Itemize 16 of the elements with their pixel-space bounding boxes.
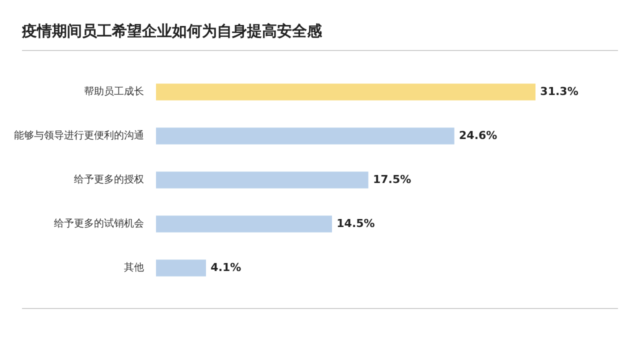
bar bbox=[156, 128, 454, 144]
bar bbox=[156, 84, 536, 100]
y-tick-label: 帮助员工成长 bbox=[84, 86, 144, 98]
data-label: 31.3% bbox=[540, 84, 578, 98]
y-tick-label: 给予更多的试销机会 bbox=[54, 218, 144, 230]
data-label: 4.1% bbox=[210, 260, 242, 274]
bar bbox=[156, 260, 206, 276]
y-tick-label: 给予更多的授权 bbox=[74, 174, 144, 186]
bar bbox=[156, 172, 368, 188]
bar bbox=[156, 216, 332, 232]
data-label: 14.5% bbox=[336, 216, 375, 230]
y-tick-label: 能够与领导进行更便利的沟通 bbox=[14, 130, 144, 142]
chart-title: 疫情期间员工希望企业如何为自身提高安全感 bbox=[22, 22, 322, 41]
data-label: 17.5% bbox=[373, 172, 412, 186]
data-label: 24.6% bbox=[459, 128, 498, 142]
y-tick-label: 其他 bbox=[124, 262, 144, 274]
